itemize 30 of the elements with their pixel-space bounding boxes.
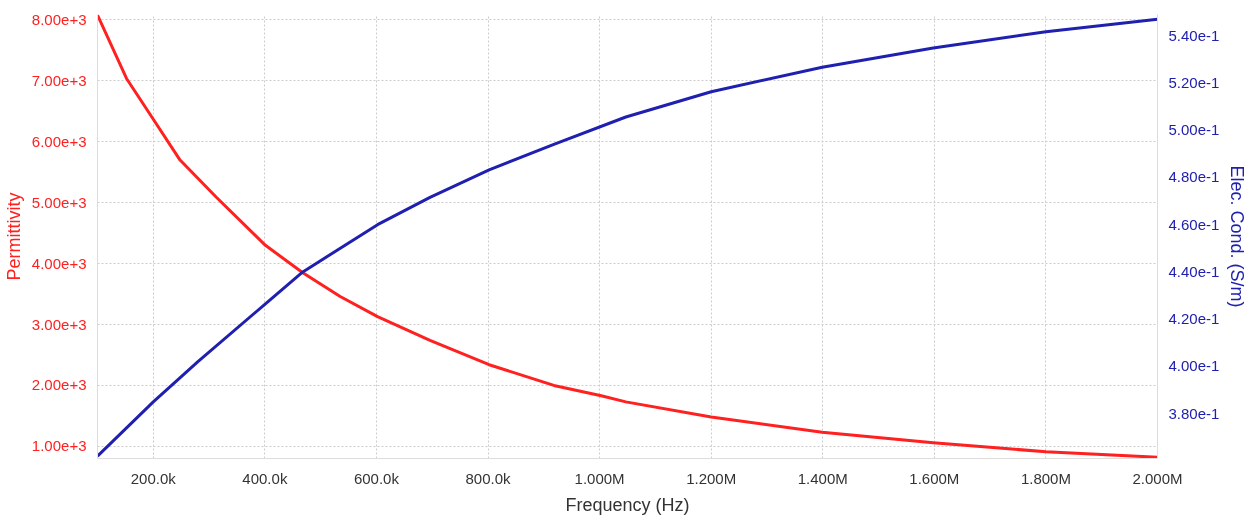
x-tick-label: 1.000M <box>574 469 625 487</box>
y-tick-label: 5.00e+3 <box>31 193 87 211</box>
y-tick-label: 7.00e+3 <box>31 71 87 89</box>
x-axis-title: Frequency (Hz) <box>565 494 690 515</box>
y2-tick-label: 4.00e-1 <box>1168 357 1220 375</box>
y-tick-label: 8.00e+3 <box>31 10 87 28</box>
y-tick-label: 2.00e+3 <box>31 376 87 394</box>
y2-tick-label: 4.80e-1 <box>1168 168 1220 186</box>
y2-tick-label: 4.20e-1 <box>1168 310 1220 328</box>
y2-tick-label: 5.40e-1 <box>1168 26 1220 44</box>
y2-tick-label: 5.20e-1 <box>1168 73 1220 91</box>
x-tick-label: 200.0k <box>130 469 177 487</box>
y2-tick-label: 3.80e-1 <box>1168 404 1220 422</box>
x-tick-label: 1.200M <box>686 469 737 487</box>
y2-tick-label: 4.60e-1 <box>1168 215 1220 233</box>
y-axis-title: Permittivity <box>3 192 24 281</box>
y-tick-label: 4.00e+3 <box>31 254 87 272</box>
x-tick-label: 600.0k <box>353 469 400 487</box>
x-tick-label: 2.000M <box>1132 469 1183 487</box>
y2-tick-label: 4.40e-1 <box>1168 262 1220 280</box>
x-tick-label: 400.0k <box>242 469 288 487</box>
y-tick-label: 3.00e+3 <box>31 315 87 333</box>
x-tick-label: 1.400M <box>797 469 848 487</box>
y2-tick-label: 5.00e-1 <box>1168 121 1220 139</box>
y-tick-label: 1.00e+3 <box>31 437 87 455</box>
y2-axis-title: Elec. Cond. (S/m) <box>1227 165 1248 308</box>
x-tick-label: 1.600M <box>909 469 960 487</box>
x-tick-label: 800.0k <box>465 469 512 487</box>
y-tick-label: 6.00e+3 <box>31 132 87 150</box>
x-tick-label: 1.800M <box>1020 469 1071 487</box>
